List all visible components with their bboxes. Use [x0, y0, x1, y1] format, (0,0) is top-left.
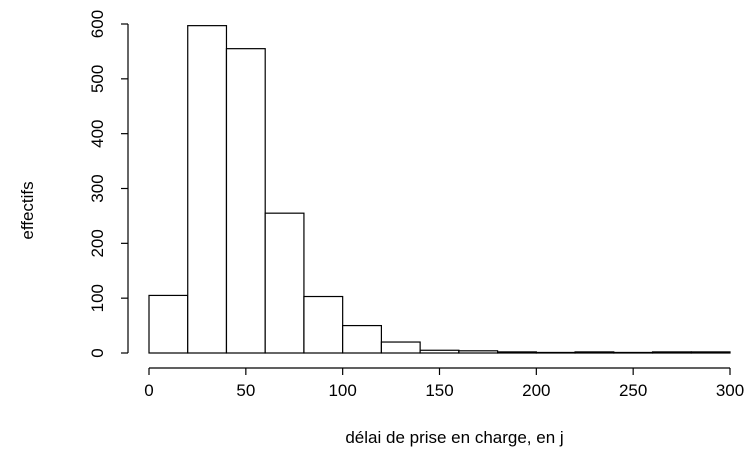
y-tick-label: 600 — [88, 10, 107, 38]
histogram-bar — [458, 350, 499, 354]
histogram-bar — [148, 294, 189, 354]
histogram-bar — [535, 351, 576, 354]
y-axis: 0 100 200 300 400 500 600 — [88, 10, 129, 358]
bars-group — [148, 25, 731, 354]
y-axis-title: effectifs — [18, 181, 37, 239]
x-tick-label: 100 — [328, 381, 356, 400]
histogram-bar — [574, 351, 615, 354]
histogram-bar — [264, 212, 305, 354]
histogram-bar — [187, 25, 228, 354]
histogram-bar — [380, 341, 421, 354]
y-tick-label: 100 — [88, 284, 107, 312]
histogram-bar — [497, 351, 537, 354]
y-tick-label: 400 — [88, 119, 107, 147]
histogram-bar — [342, 324, 382, 354]
y-tick-label: 500 — [88, 65, 107, 93]
x-tick-label: 300 — [716, 381, 744, 400]
histogram-bar — [613, 351, 654, 354]
x-tick-label: 50 — [236, 381, 255, 400]
x-axis-title: délai de prise en charge, en j — [345, 428, 563, 447]
histogram-bar — [225, 48, 266, 354]
x-tick-label: 150 — [425, 381, 453, 400]
histogram-bar — [303, 295, 344, 354]
x-tick-label: 200 — [522, 381, 550, 400]
y-tick-label: 200 — [88, 229, 107, 257]
histogram-bar — [690, 351, 731, 354]
x-axis: 0 50 100 150 200 250 300 — [144, 367, 744, 400]
histogram-bar — [651, 351, 692, 354]
y-tick-label: 0 — [88, 348, 107, 357]
y-tick-label: 300 — [88, 174, 107, 202]
x-tick-label: 250 — [619, 381, 647, 400]
histogram-bar — [419, 349, 460, 354]
x-tick-label: 0 — [144, 381, 153, 400]
